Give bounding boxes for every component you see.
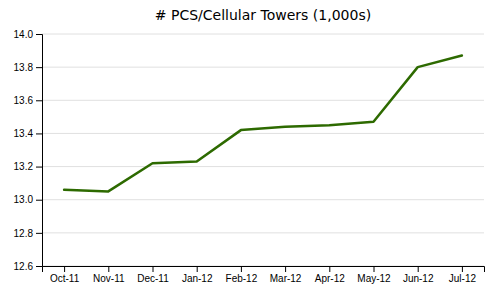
x-tick: Oct-11 <box>50 266 80 284</box>
y-tick: 12.8 <box>14 228 42 239</box>
tick-mark <box>418 266 419 272</box>
title: # PCS/Cellular Towers (1,000s) <box>155 7 371 23</box>
tick-mark <box>241 266 242 272</box>
grid-line <box>42 34 484 35</box>
tick-label: Apr-12 <box>315 273 345 284</box>
y-tick: 13.0 <box>14 194 42 205</box>
x-tick: May-12 <box>357 266 391 284</box>
marks <box>64 56 462 192</box>
x-tick: Jun-12 <box>403 266 434 284</box>
y-tick: 13.2 <box>14 161 42 172</box>
grid-line <box>42 199 484 200</box>
y-axis: 12.6 12.8 13.0 13.2 13.4 13.6 13.8 14.0 <box>14 29 43 272</box>
grid-line <box>42 232 484 233</box>
axis-line <box>43 267 485 273</box>
tick-label: 13.0 <box>14 194 34 205</box>
grid-line <box>42 166 484 167</box>
tick-label: Jun-12 <box>403 273 434 284</box>
tick-label: Feb-12 <box>226 273 258 284</box>
tick-label: Nov-11 <box>93 273 125 284</box>
y-tick: 12.6 <box>14 261 42 272</box>
tick-label: 12.6 <box>14 261 34 272</box>
grid <box>42 34 484 266</box>
tick-label: 14.0 <box>14 29 34 40</box>
tick-mark <box>36 133 42 134</box>
tick-mark <box>153 266 154 272</box>
x-tick: Feb-12 <box>226 266 258 284</box>
tick-mark <box>64 266 65 272</box>
tick-mark <box>462 266 463 272</box>
line <box>64 56 462 192</box>
tick-label: Dec-11 <box>137 273 169 284</box>
x-tick: Apr-12 <box>315 266 345 284</box>
x-tick: Nov-11 <box>93 266 125 284</box>
y-tick: 13.6 <box>14 95 42 106</box>
y-tick: 13.4 <box>14 128 42 139</box>
tick-label: 13.2 <box>14 161 34 172</box>
tick-mark <box>108 266 109 272</box>
tick-label: Oct-11 <box>50 273 80 284</box>
x-tick: Jan-12 <box>182 266 213 284</box>
grid-line <box>42 100 484 101</box>
tick-label: Jul-12 <box>449 273 477 284</box>
tick-mark <box>374 266 375 272</box>
tick-mark <box>36 266 42 267</box>
axis-line <box>36 35 43 267</box>
tick-mark <box>285 266 286 272</box>
plot: 12.6 12.8 13.0 13.2 13.4 13.6 13.8 14.0 Oct-11 No… <box>14 29 485 284</box>
tick-mark <box>36 67 42 68</box>
tick-mark <box>36 34 42 35</box>
tick-mark <box>36 233 42 234</box>
tick-mark <box>36 100 42 101</box>
grid-line <box>42 133 484 134</box>
tick-label: 12.8 <box>14 228 34 239</box>
x-tick: Jul-12 <box>449 266 477 284</box>
tick-label: 13.6 <box>14 95 34 106</box>
tick-label: Jan-12 <box>182 273 213 284</box>
x-axis: Oct-11 Nov-11 Dec-11 Jan-12 Feb-12 Mar-12 Apr-… <box>43 266 485 284</box>
tick-label: 13.4 <box>14 128 34 139</box>
tick-mark <box>36 200 42 201</box>
tick-label: Mar-12 <box>270 273 302 284</box>
chart: 12.6 12.8 13.0 13.2 13.4 13.6 13.8 14.0 Oct-11 No… <box>0 0 500 292</box>
tick-label: May-12 <box>357 273 391 284</box>
tick-mark <box>329 266 330 272</box>
x-tick: Dec-11 <box>137 266 169 284</box>
y-tick: 14.0 <box>14 29 42 40</box>
tick-mark <box>197 266 198 272</box>
tick-mark <box>36 167 42 168</box>
y-tick: 13.8 <box>14 62 42 73</box>
x-tick: Mar-12 <box>270 266 302 284</box>
chart-container: 12.6 12.8 13.0 13.2 13.4 13.6 13.8 14.0 Oct-11 No… <box>0 0 500 292</box>
tick-label: 13.8 <box>14 62 34 73</box>
